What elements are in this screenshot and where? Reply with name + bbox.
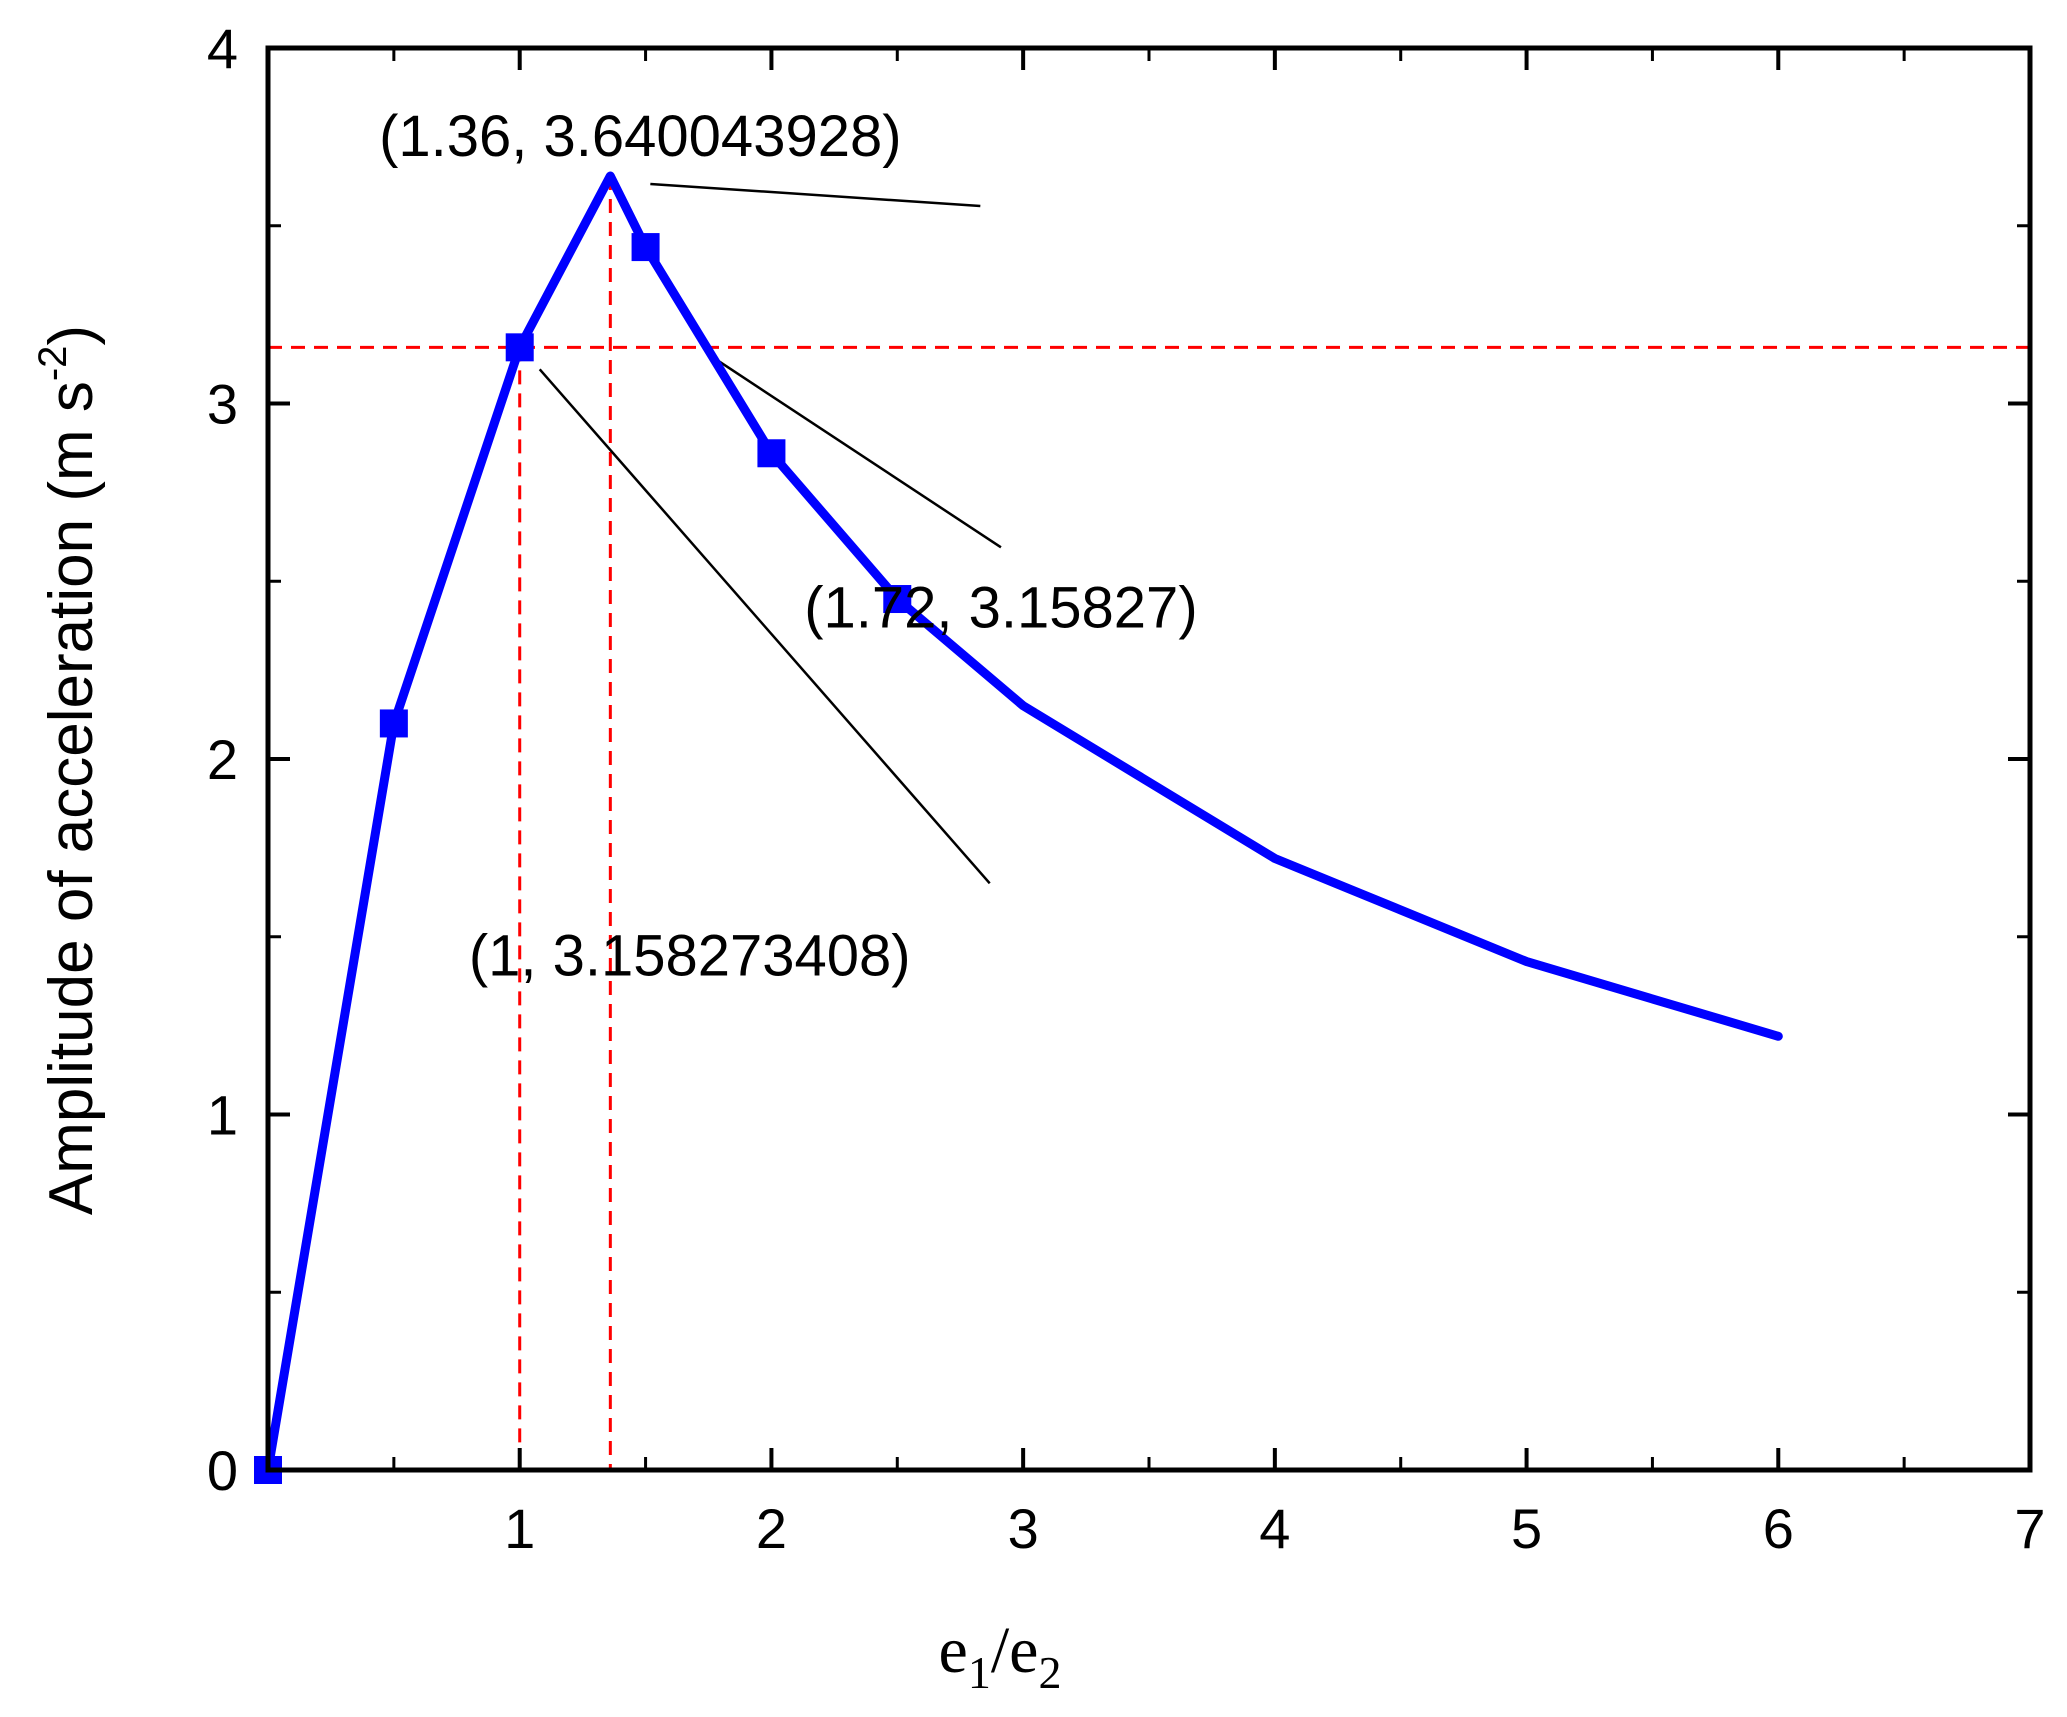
x-axis-title-e2: e (1009, 1614, 1038, 1687)
y-axis-title: Amplitude of acceleration (m s-2) (31, 325, 106, 1215)
x-axis-title: e1/e2 (939, 1614, 1062, 1698)
axis-ticks (268, 46, 2032, 1472)
x-tick-label: 4 (1259, 1497, 1290, 1560)
y-tick-label: 3 (207, 373, 238, 436)
annotation-leader-line (650, 182, 981, 208)
tick-labels: 1 2 3 4 5 6 7 0 1 2 3 4 (207, 17, 2046, 1560)
y-tick-label: 1 (207, 1084, 238, 1147)
data-point-marker (631, 233, 660, 262)
x-tick-label: 5 (1511, 1497, 1542, 1560)
x-tick-label: 2 (756, 1497, 787, 1560)
y-axis-title-text: Amplitude of acceleration (m s (37, 381, 106, 1215)
plot-frame (265, 45, 2033, 1473)
annotation-label: (1.72, 3.15827) (804, 575, 1197, 640)
series-layer (254, 171, 1783, 1484)
data-point-marker (757, 439, 786, 468)
data-point-marker (505, 333, 534, 362)
y-axis-title-close: ) (37, 325, 106, 346)
reference-lines (268, 175, 2030, 1470)
x-axis-title-slash: / (991, 1614, 1010, 1687)
x-axis-title-sub1: 1 (968, 1647, 991, 1698)
y-tick-label: 2 (207, 728, 238, 791)
x-tick-label: 7 (2014, 1497, 2045, 1560)
annotation-label: (1.36, 3.640043928) (379, 104, 901, 169)
x-axis-title-sub2: 2 (1038, 1647, 1061, 1698)
x-tick-label: 3 (1008, 1497, 1039, 1560)
annotation-label: (1, 3.158273408) (469, 923, 911, 988)
annotations: (1.36, 3.640043928) (1.72, 3.15827) (1, 3.… (379, 104, 1198, 988)
y-axis-title-sup: -2 (31, 346, 75, 382)
series-line-0 (263, 171, 1783, 1475)
y-tick-label: 0 (207, 1439, 238, 1502)
x-axis-title-e1: e (939, 1614, 968, 1687)
y-tick-label: 4 (207, 17, 238, 80)
annotation-leader-line (715, 358, 1002, 549)
x-tick-label: 6 (1763, 1497, 1794, 1560)
data-point-marker (379, 709, 408, 738)
data-point-marker (883, 585, 912, 614)
annotation-leaders (538, 182, 1002, 885)
x-tick-label: 1 (504, 1497, 535, 1560)
annotation-leader-line (538, 368, 991, 885)
